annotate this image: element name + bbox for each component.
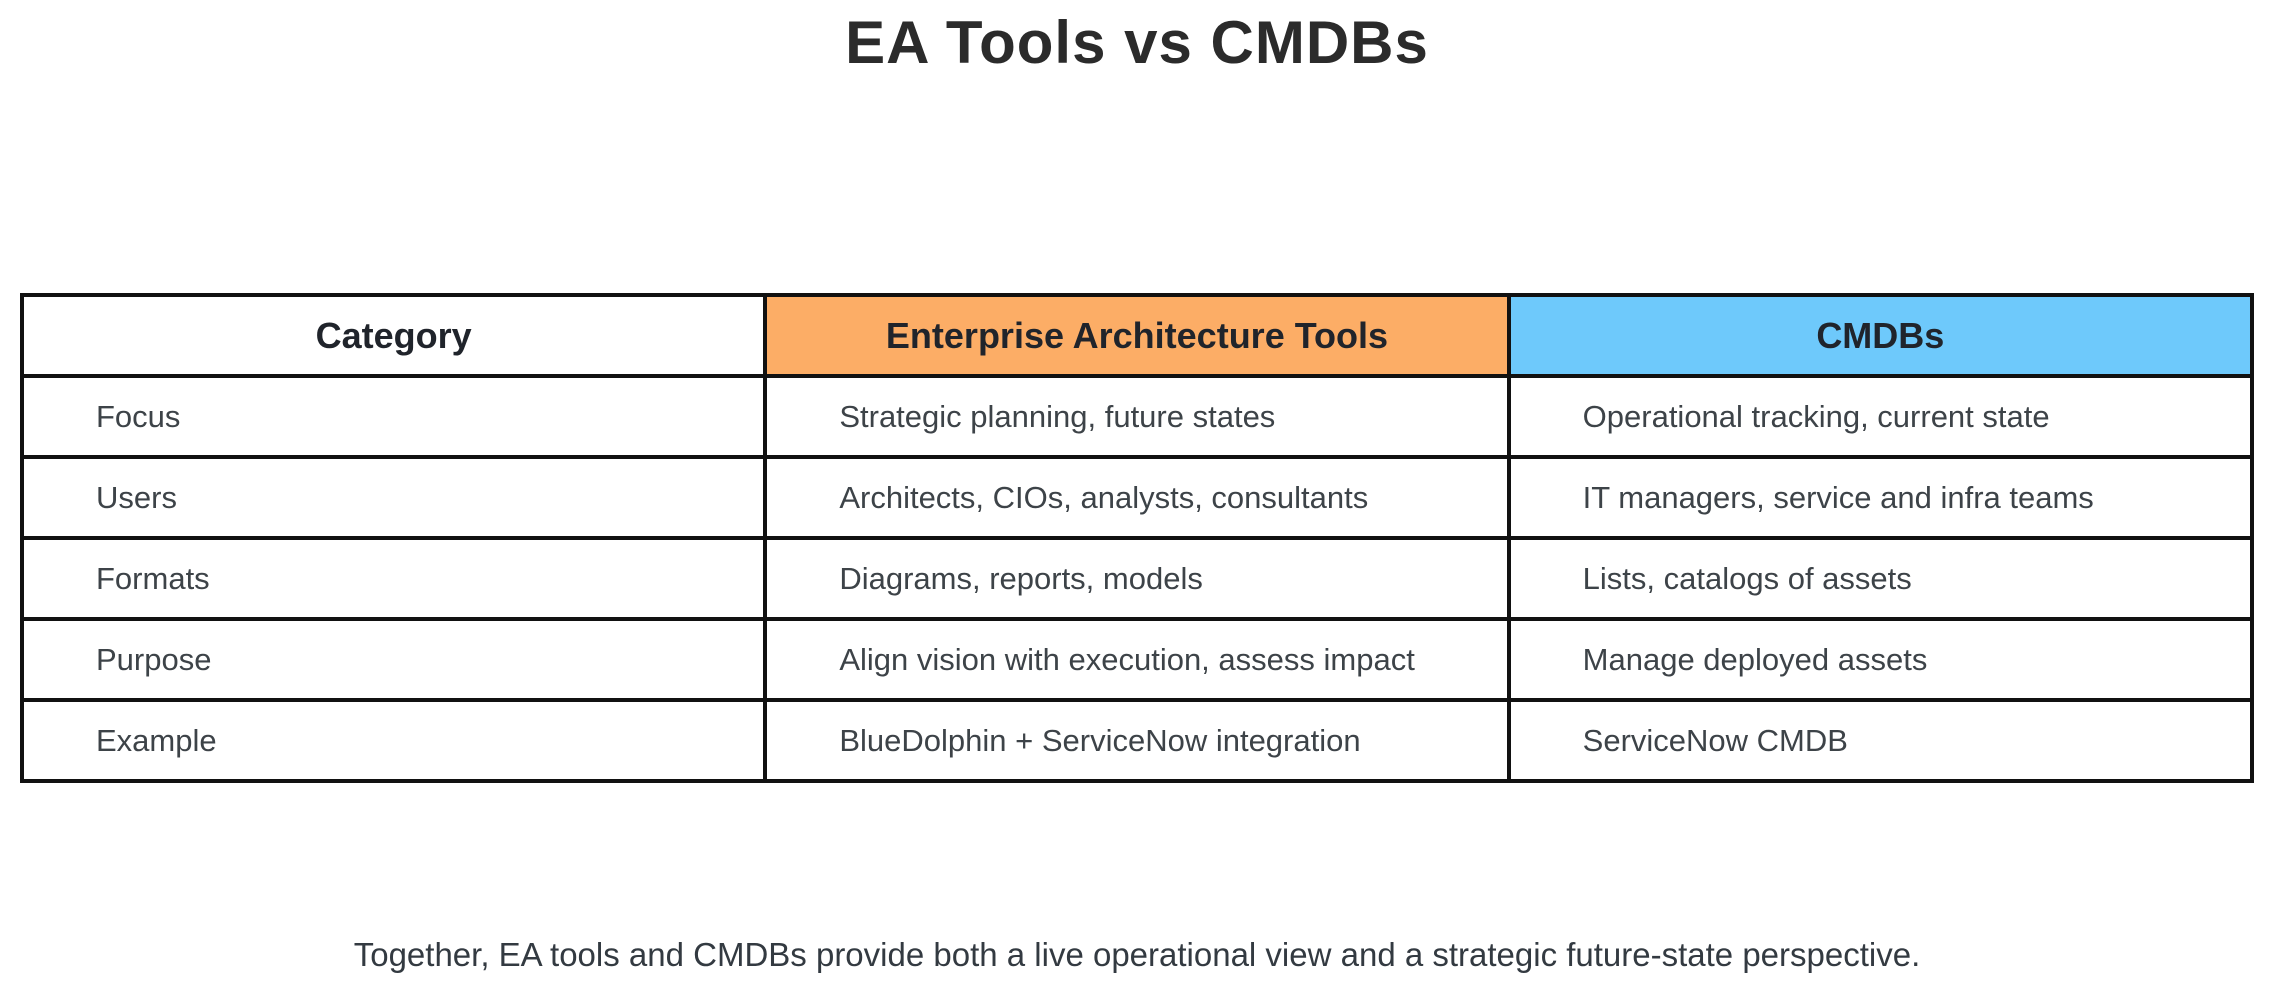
- row-formats-category: Formats: [24, 540, 764, 617]
- row-purpose-ea-tools: Align vision with execution, assess impa…: [767, 621, 1507, 698]
- comparison-table: Category Enterprise Architecture Tools C…: [20, 293, 2254, 783]
- row-purpose-category: Purpose: [24, 621, 764, 698]
- row-users-category: Users: [24, 459, 764, 536]
- header-cell-cmdbs: CMDBs: [1510, 297, 2250, 374]
- row-focus-category: Focus: [24, 378, 764, 455]
- row-formats-ea-tools: Diagrams, reports, models: [767, 540, 1507, 617]
- row-purpose-cmdbs: Manage deployed assets: [1510, 621, 2250, 698]
- row-example-ea-tools: BlueDolphin + ServiceNow integration: [767, 702, 1507, 779]
- row-users-cmdbs: IT managers, service and infra teams: [1510, 459, 2250, 536]
- figure-caption: Together, EA tools and CMDBs provide bot…: [353, 936, 1921, 973]
- row-users-ea-tools: Architects, CIOs, analysts, consultants: [767, 459, 1507, 536]
- header-cell-ea-tools: Enterprise Architecture Tools: [767, 297, 1507, 374]
- header-cell-category: Category: [24, 297, 764, 374]
- row-focus-ea-tools: Strategic planning, future states: [767, 378, 1507, 455]
- row-formats-cmdbs: Lists, catalogs of assets: [1510, 540, 2250, 617]
- row-example-cmdbs: ServiceNow CMDB: [1510, 702, 2250, 779]
- row-focus-cmdbs: Operational tracking, current state: [1510, 378, 2250, 455]
- row-example-category: Example: [24, 702, 764, 779]
- figure-title: EA Tools vs CMDBs: [845, 9, 1429, 76]
